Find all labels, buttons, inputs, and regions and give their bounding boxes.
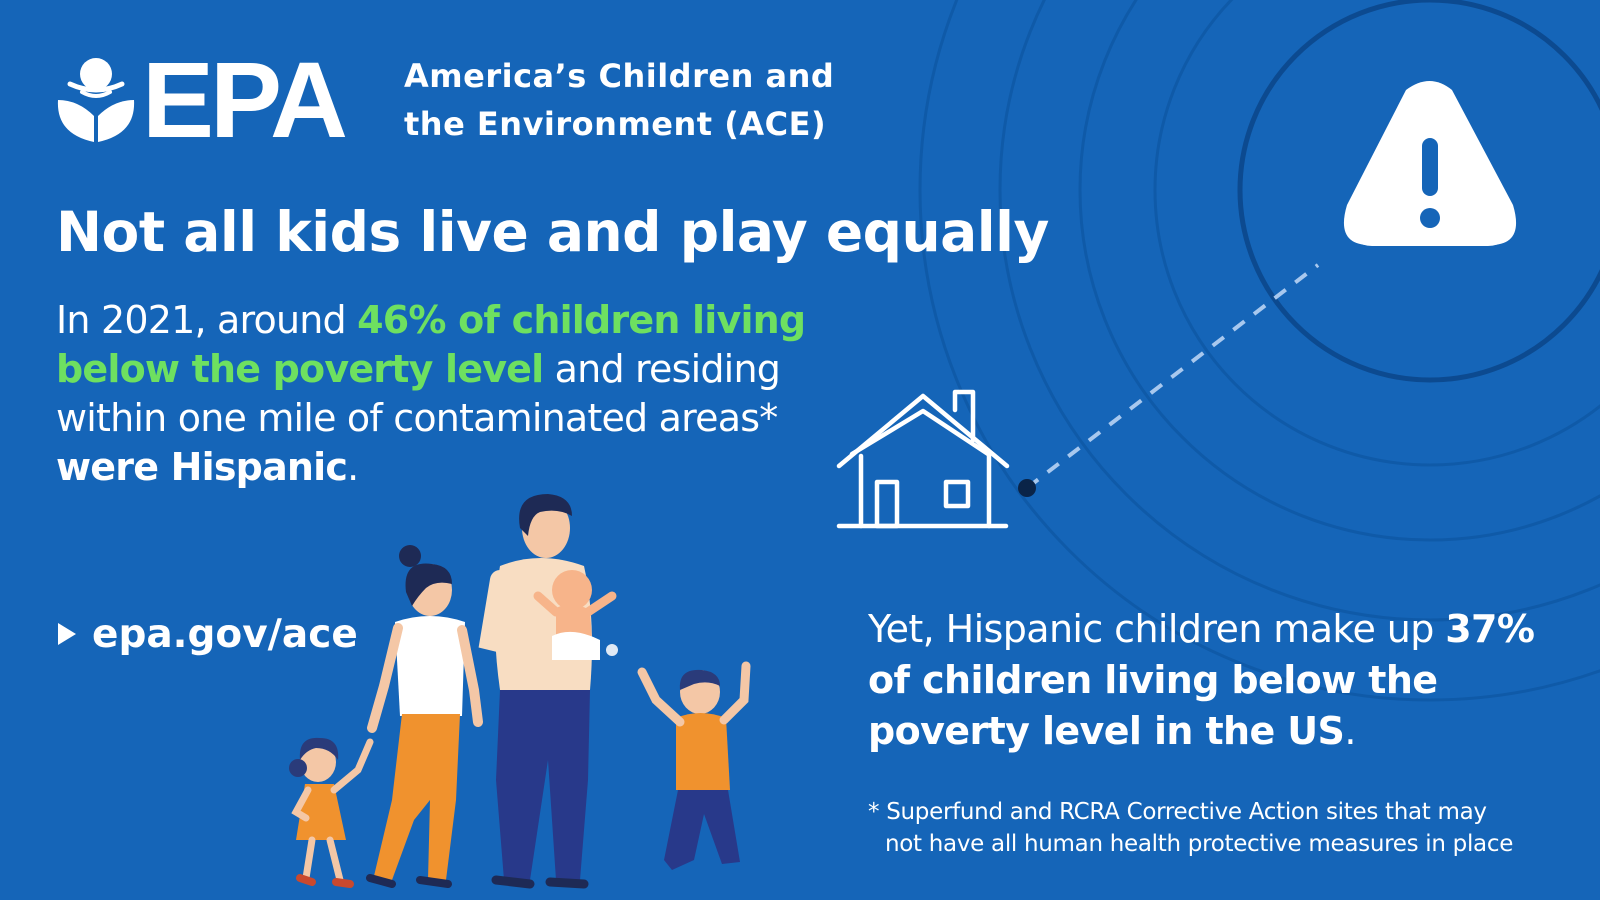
- warning-triangle-icon: [1343, 81, 1517, 246]
- connector-dot: [1018, 479, 1036, 497]
- footnote: * Superfund and RCRA Corrective Action s…: [868, 796, 1568, 860]
- baby-figure: [533, 570, 618, 660]
- epa-logo-wordmark: EPA: [142, 39, 348, 160]
- house-icon: [836, 389, 1010, 529]
- family-illustration: [289, 494, 751, 889]
- epa-ace-link[interactable]: epa.gov/ace: [58, 612, 358, 657]
- stat1-end: .: [347, 445, 359, 489]
- stat1-middle: and residing within one mile of contamin…: [56, 347, 781, 440]
- footnote-line: not have all human health protective mea…: [885, 831, 1514, 857]
- stat2-end: .: [1344, 709, 1356, 753]
- signal-ring: [998, 0, 1600, 622]
- stat1-emphasis: were Hispanic: [56, 445, 348, 489]
- dashed-connector-line: [1025, 263, 1320, 490]
- signal-ring-inner: [1237, 0, 1600, 383]
- father-figure: [478, 494, 592, 889]
- subtitle-line: the Environment (ACE): [404, 105, 827, 143]
- mother-figure: [366, 545, 483, 888]
- signal-ring: [1078, 0, 1600, 542]
- signal-rings: [918, 0, 1600, 702]
- signal-ring: [1153, 0, 1600, 467]
- statistic-hispanic-poverty: Yet, Hispanic children make up 37% of ch…: [868, 604, 1568, 757]
- epa-flower-logo-icon: [57, 58, 135, 142]
- boy-figure: [637, 661, 751, 870]
- stat1-intro: In 2021, around: [56, 298, 358, 342]
- stat1-highlight: 46% of children living below the poverty…: [56, 298, 806, 391]
- link-label: epa.gov/ace: [92, 612, 358, 657]
- girl-figure: [289, 737, 374, 888]
- headline: Not all kids live and play equally: [56, 200, 1049, 264]
- signal-ring: [918, 0, 1600, 702]
- play-triangle-icon: [58, 622, 76, 645]
- subtitle-line: America’s Children and: [404, 57, 835, 95]
- statistic-hispanic-contaminated: In 2021, around 46% of children living b…: [56, 296, 816, 492]
- footnote-line: * Superfund and RCRA Corrective Action s…: [868, 799, 1487, 825]
- program-subtitle: America’s Children and the Environment (…: [404, 52, 834, 148]
- stat2-emphasis: 37% of children living below the poverty…: [868, 607, 1535, 753]
- stat2-intro: Yet, Hispanic children make up: [868, 607, 1446, 651]
